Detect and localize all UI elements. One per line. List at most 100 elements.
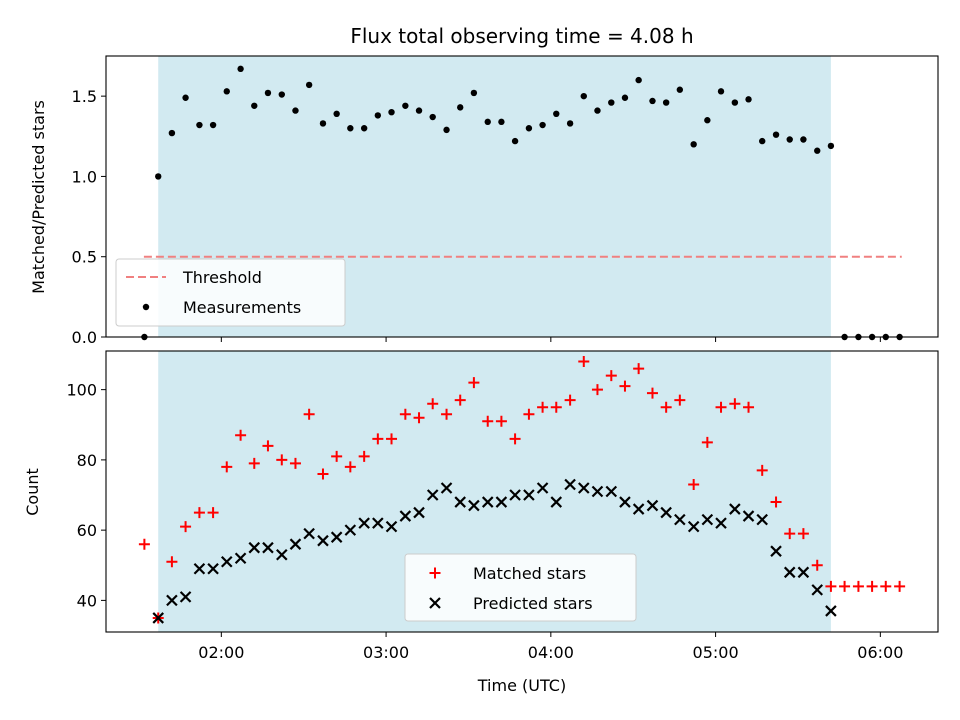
predicted-star-point	[742, 510, 755, 522]
predicted-star-point	[523, 489, 535, 501]
predicted-star-point	[276, 548, 288, 561]
predicted-star-point	[413, 506, 425, 519]
predicted-star-point	[495, 496, 508, 508]
top-y-tick-label: 0.5	[72, 248, 97, 267]
matched-star-point	[770, 496, 782, 508]
measurement-point	[759, 137, 766, 145]
measurement-point	[621, 94, 629, 101]
matched-star-point	[221, 461, 233, 473]
predicted-star-point	[468, 499, 480, 512]
matched-star-point	[399, 408, 411, 420]
bottom-x-tick-label: 06:00	[857, 643, 903, 662]
measurement-point	[704, 117, 711, 124]
matched-star-point	[441, 408, 453, 420]
predicted-star-point	[426, 489, 439, 501]
predicted-star-point	[454, 496, 466, 508]
top-panel: 0.0 0.5 1.0 1.5 Threshold Measurements	[72, 55, 939, 347]
matched-star-point	[550, 401, 562, 413]
measurement-point	[264, 89, 272, 97]
measurement-point	[827, 142, 835, 150]
legend-threshold-label: Threshold	[182, 268, 262, 287]
measurement-point	[745, 96, 752, 103]
matched-star-point	[564, 394, 576, 406]
matched-star-point	[591, 384, 603, 396]
predicted-star-point	[262, 541, 274, 554]
predicted-star-point	[509, 489, 521, 501]
measurement-point	[443, 126, 450, 134]
matched-star-point	[852, 580, 864, 592]
matched-star-point	[138, 538, 150, 550]
predicted-star-point	[193, 562, 206, 575]
measurement-point	[429, 113, 436, 121]
measurement-point	[155, 173, 162, 180]
measurement-point	[305, 81, 313, 89]
measurement-point	[168, 129, 176, 137]
matched-star-point	[468, 377, 480, 389]
matched-star-point	[413, 412, 425, 424]
legend-measurement-swatch	[142, 303, 150, 311]
predicted-star-point	[536, 482, 549, 494]
chart-title: Flux total observing time = 4.08 h	[350, 24, 693, 48]
measurement-point	[182, 94, 189, 101]
matched-star-point	[344, 461, 356, 473]
matched-star-point	[523, 408, 535, 420]
matched-star-point	[688, 478, 700, 490]
predicted-star-point	[481, 496, 494, 508]
measurement-point	[333, 110, 340, 118]
predicted-star-point	[220, 555, 233, 568]
legend-box	[404, 553, 637, 622]
predicted-star-point	[550, 496, 563, 508]
matched-star-point	[262, 440, 274, 452]
measurement-point	[814, 147, 821, 154]
matched-star-point	[756, 464, 768, 476]
matched-star-point	[825, 580, 837, 592]
bottom-axes-frame	[105, 350, 939, 633]
predicted-star-point	[619, 496, 631, 508]
measurement-point	[209, 121, 217, 129]
predicted-star-point	[234, 552, 247, 565]
bottom-x-tick-label: 03:00	[363, 643, 409, 662]
matched-star-point	[235, 429, 247, 441]
measurement-point	[772, 131, 780, 138]
top-y-axis-label: Matched/Predicted stars	[29, 100, 48, 294]
matched-star-point	[646, 387, 658, 399]
x-axis-label: Time (UTC)	[477, 676, 566, 695]
measurement-point	[470, 89, 478, 97]
legend-matched-swatch	[429, 567, 441, 579]
matched-star-point	[248, 457, 260, 469]
bottom-legend: Matched stars Predicted stars	[404, 553, 637, 622]
matched-star-point	[372, 433, 384, 445]
measurement-point	[415, 107, 423, 114]
matched-star-point	[454, 394, 466, 406]
matched-star-point	[811, 559, 823, 571]
matched-star-point	[180, 521, 192, 533]
measurement-point	[539, 121, 546, 129]
legend-matched-label: Matched stars	[473, 564, 586, 583]
matched-star-point	[839, 580, 851, 592]
legend-predicted-label: Predicted stars	[473, 594, 593, 613]
predicted-star-point	[825, 605, 837, 617]
measurement-point	[800, 136, 807, 143]
matched-star-point	[482, 415, 494, 427]
bottom-y-tick-label: 60	[77, 521, 97, 540]
predicted-star-point	[783, 566, 796, 579]
predicted-star-point	[797, 566, 810, 579]
bottom-y-tick-label: 40	[77, 591, 97, 610]
measurement-point	[690, 141, 697, 148]
measurement-point	[196, 121, 203, 129]
predicted-star-point	[207, 562, 219, 575]
matched-star-point	[894, 580, 906, 592]
measurement-point	[566, 120, 574, 127]
matched-star-point	[276, 454, 288, 466]
predicted-star-point	[152, 612, 165, 624]
bottom-y-tick-label: 80	[77, 451, 97, 470]
matched-star-point	[866, 580, 878, 592]
matched-star-point	[729, 398, 741, 410]
measurement-point	[347, 125, 354, 132]
predicted-star-point	[591, 485, 604, 498]
predicted-star-point	[358, 517, 370, 529]
measurement-point	[402, 102, 409, 109]
matched-star-point	[605, 370, 617, 382]
predicted-star-point	[179, 591, 192, 603]
bottom-x-tick-label: 02:00	[198, 643, 244, 662]
